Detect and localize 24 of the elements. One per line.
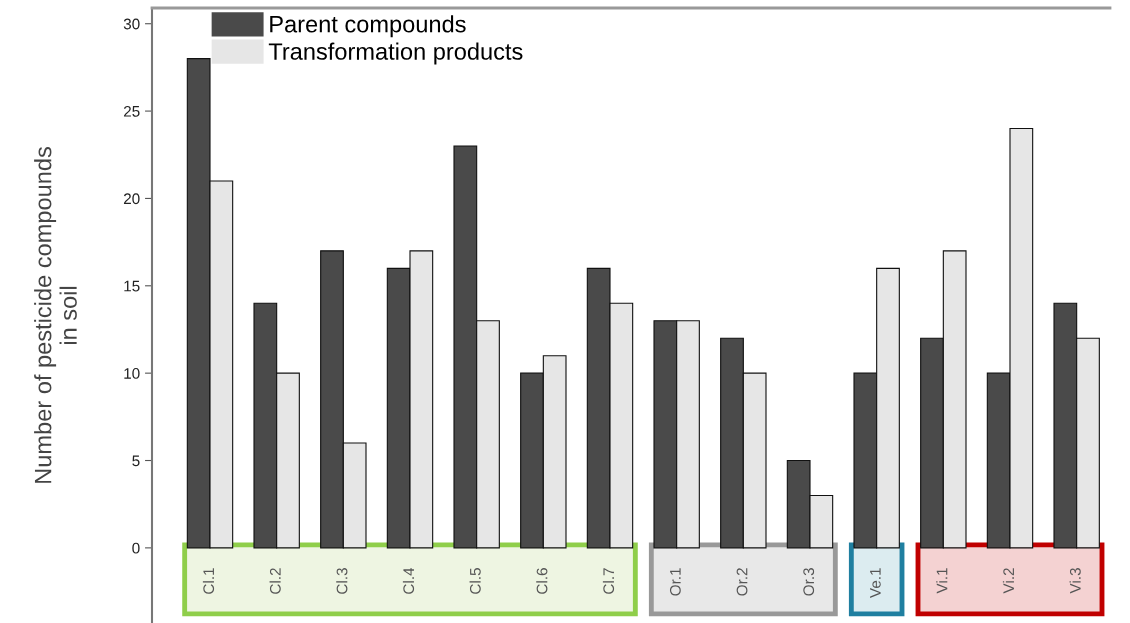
- y-tick-label: 20: [123, 193, 140, 205]
- x-tick-label: Cl.3: [336, 568, 348, 594]
- x-tick-label: Or.1: [669, 568, 681, 596]
- y-tick-label: 30: [123, 18, 140, 30]
- x-tick-label: Ve.1: [870, 568, 881, 598]
- x-tick-label: Cl.6: [536, 568, 548, 594]
- x-tick-label: Vi.2: [1002, 568, 1014, 594]
- x-tick-label: Cl.4: [402, 567, 415, 594]
- y-tick-label: 0: [132, 542, 140, 554]
- legend-label: Parent compounds: [270, 15, 466, 38]
- x-tick-label: Cl.1: [202, 568, 215, 594]
- x-tick-label: Vi.3: [1069, 568, 1081, 594]
- x-tick-label: Cl.7: [602, 568, 615, 594]
- x-tick-label: Vi.1: [936, 568, 948, 594]
- y-tick-label: 10: [124, 368, 140, 379]
- y-tick-label: 25: [123, 105, 140, 117]
- y-axis-title: Number of pesticide compounds in soil: [34, 147, 77, 483]
- legend-label: Transformation products: [268, 42, 523, 65]
- x-tick-label: Or.2: [736, 568, 748, 596]
- y-tick-label: 5: [132, 455, 140, 467]
- x-tick-label: Cl.5: [469, 568, 481, 594]
- x-tick-label: Or.3: [803, 568, 815, 596]
- y-tick-label: 15: [124, 280, 140, 292]
- x-tick-label: Cl.2: [269, 568, 281, 594]
